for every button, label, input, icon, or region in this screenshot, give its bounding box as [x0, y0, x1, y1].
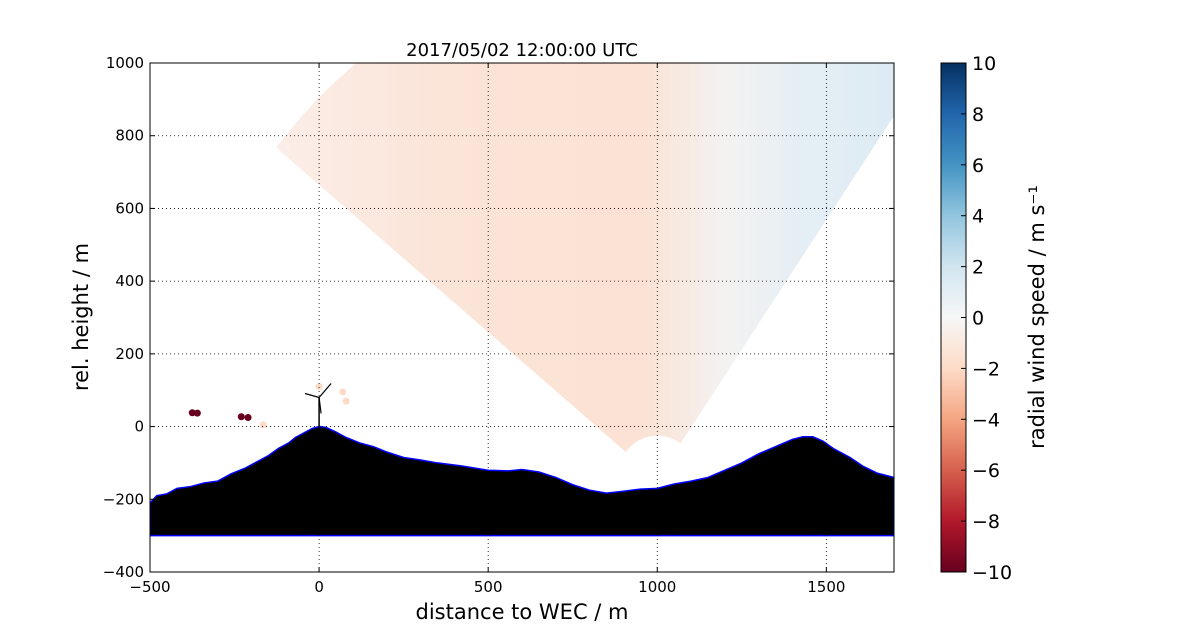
x-axis-label: distance to WEC / m	[416, 600, 629, 624]
terrain-silhouette	[150, 425, 894, 537]
colorbar-tick-label: −8	[972, 511, 1000, 533]
colorbar-tick-label: −4	[972, 409, 1000, 431]
turbine-blade	[304, 392, 320, 399]
colorbar-tick-label: −2	[972, 358, 1000, 380]
chart-title: 2017/05/02 12:00:00 UTC	[406, 40, 638, 61]
data-point	[259, 421, 267, 429]
data-point	[237, 413, 245, 421]
data-point	[188, 409, 196, 417]
x-tick-label: 0	[314, 578, 324, 596]
plot-frame	[149, 62, 895, 573]
wind-turbine-icon	[304, 383, 332, 427]
colorbar: −10 −8 −6 −4 −2 0 2 4 6 8 10 radial wind speed / m…	[940, 53, 1049, 584]
y-tick-label: −200	[103, 490, 144, 508]
data-point	[339, 388, 347, 396]
data-point	[244, 413, 252, 421]
data-point	[315, 383, 323, 391]
x-tick-label: 500	[474, 578, 503, 596]
scan-sector-field	[276, 63, 894, 452]
data-point	[193, 409, 201, 417]
y-tick-label: 0	[134, 418, 144, 436]
colorbar-tick-label: 10	[972, 53, 996, 75]
colorbar-tick-label: 0	[972, 308, 984, 330]
colorbar-tick-label: 8	[972, 104, 984, 126]
y-axis-label: rel. height / m	[69, 243, 93, 391]
y-tick-label: 600	[115, 199, 144, 217]
y-tick-label: 800	[115, 127, 144, 145]
y-tick-label: 200	[115, 345, 144, 363]
x-tick-label: 1000	[638, 578, 676, 596]
colorbar-tick-label: 2	[972, 257, 984, 279]
colorbar-tick-label: 6	[972, 155, 984, 177]
y-tick-label: 400	[115, 272, 144, 290]
y-tick-label: 1000	[106, 54, 144, 72]
colorbar-tick-label: 4	[972, 206, 984, 228]
colorbar-tick-label: −6	[972, 460, 1000, 482]
data-point	[342, 397, 350, 405]
x-tick-label: 1500	[807, 578, 845, 596]
y-tick-label: −400	[103, 563, 144, 581]
turbine-blade	[318, 397, 322, 414]
colorbar-tick-label: −10	[972, 562, 1012, 584]
x-tick-label: −500	[129, 578, 170, 596]
turbine-blade	[318, 383, 332, 398]
colorbar-label: radial wind speed / m s⁻¹	[1025, 185, 1049, 449]
